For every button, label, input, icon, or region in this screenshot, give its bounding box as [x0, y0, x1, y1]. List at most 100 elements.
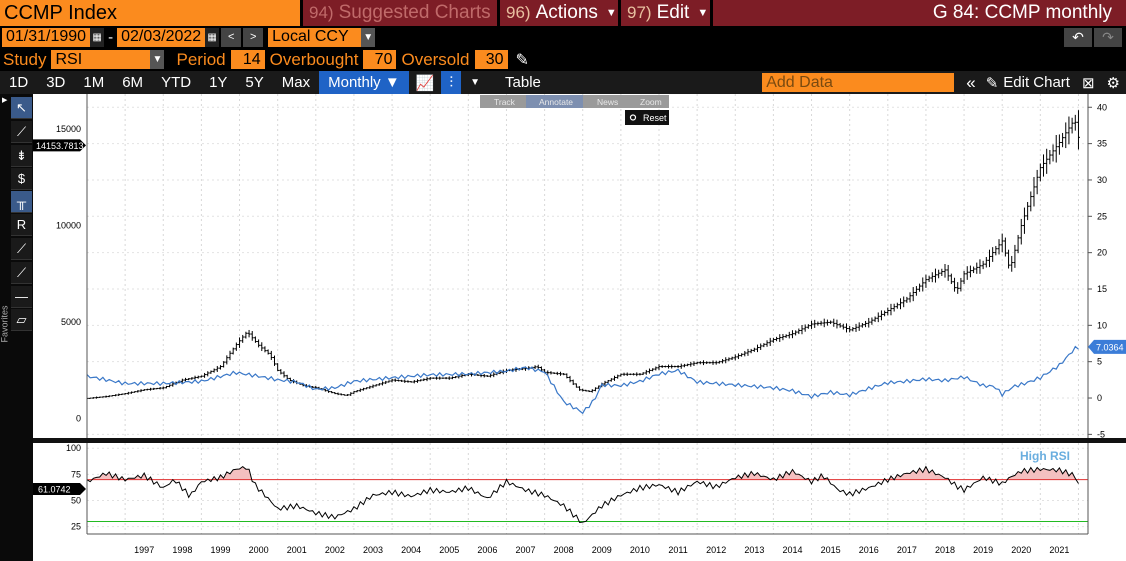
calendar-icon[interactable]: ▦: [90, 27, 105, 47]
pencil-icon: ✎: [985, 74, 999, 92]
right-axis-tick-label: 10: [1097, 320, 1107, 330]
left-axis-tick-label: 15000: [56, 124, 81, 134]
secondary-series-path: [86, 345, 1079, 415]
segment-icon[interactable]: ⟋: [11, 262, 32, 284]
oversold-input[interactable]: 30: [474, 50, 508, 69]
undo-icon[interactable]: ↶: [1064, 27, 1092, 47]
edit-chart-label: Edit Chart: [1003, 74, 1070, 91]
right-value-badge: 7.0364: [1096, 342, 1124, 352]
edit-label: Edit: [656, 2, 690, 23]
actions-menu-button[interactable]: 96) Actions ▼: [500, 0, 618, 26]
end-date-input[interactable]: 02/03/2022: [117, 27, 206, 47]
start-date-input[interactable]: 01/31/1990: [2, 27, 91, 47]
percent-tool-icon[interactable]: ⇟: [11, 145, 32, 167]
range-6m[interactable]: 6M: [122, 74, 144, 91]
range-max[interactable]: Max: [281, 74, 311, 91]
actions-num: 96): [506, 3, 531, 22]
range-1y[interactable]: 1Y: [209, 74, 228, 91]
x-axis-tick-label: 2006: [477, 545, 497, 555]
study-bar: Study RSI ▼ Period 14 Overbought 70 Over…: [0, 48, 1126, 71]
horizontal-line-icon[interactable]: —: [11, 286, 32, 308]
x-axis-tick-label: 2015: [821, 545, 841, 555]
range-5y[interactable]: 5Y: [245, 74, 264, 91]
edit-menu-button[interactable]: 97) Edit ▼: [621, 0, 710, 26]
range-1d[interactable]: 1D: [9, 74, 29, 91]
oversold-label: Oversold: [401, 49, 470, 69]
rsi-value-badge: 61.0742: [38, 484, 71, 494]
trendline-icon[interactable]: ⟋: [11, 238, 32, 260]
frequency-select[interactable]: Monthly ▼: [319, 71, 409, 94]
rsi-right-background: [1088, 443, 1126, 534]
left-axis-tick-label: 10000: [56, 221, 81, 231]
edit-num: 97): [627, 3, 652, 22]
panel-divider: [33, 438, 1126, 443]
calendar-icon[interactable]: ▦: [205, 27, 220, 47]
study-select[interactable]: RSI: [51, 50, 151, 69]
x-axis-tick-label: 2018: [935, 545, 955, 555]
period-input[interactable]: 14: [230, 50, 265, 69]
chevron-down-icon[interactable]: ▼: [150, 50, 165, 69]
currency-select[interactable]: Local CCY: [268, 27, 362, 47]
x-axis-tick-label: 1999: [210, 545, 230, 555]
draw-line-icon[interactable]: ⟋: [11, 121, 32, 143]
right-axis-tick-label: 35: [1097, 139, 1107, 149]
x-axis-tick-label: 2003: [363, 545, 383, 555]
channel-icon[interactable]: ▱: [11, 309, 32, 331]
right-axis-tick-label: 20: [1097, 248, 1107, 258]
range-3d[interactable]: 3D: [46, 74, 66, 91]
grid-lines: [87, 94, 1088, 561]
right-axis-tick-label: 15: [1097, 284, 1107, 294]
pencil-icon[interactable]: ✎: [515, 51, 529, 69]
edit-chart-button[interactable]: ✎ Edit Chart: [980, 71, 1076, 94]
page-title: G 84: CCMP monthly: [713, 0, 1126, 26]
chevron-down-icon[interactable]: ▼: [470, 77, 481, 88]
tool-news: News: [597, 97, 618, 107]
prev-period-button[interactable]: <: [221, 27, 242, 47]
retracement-icon[interactable]: R: [11, 214, 32, 236]
axes: 050001000015000-505101520253035402550751…: [33, 94, 1126, 561]
next-period-button[interactable]: >: [243, 27, 264, 47]
rsi-legend-label: High RSI: [1020, 449, 1070, 463]
overbought-label: Overbought: [269, 49, 359, 69]
tool-annotate: Annotate: [539, 97, 573, 107]
drawing-tools-sidebar: ▶ ↖ ⟋ ⇟ $ ╥ R ⟋ ⟋ — ▱ Favorites: [0, 94, 33, 561]
redo-icon[interactable]: ↷: [1094, 27, 1122, 47]
fib-tool-icon[interactable]: ╥: [11, 191, 32, 213]
x-axis-tick-label: 2009: [592, 545, 612, 555]
chart-mini-toolbar: Track Annotate News Zoom Reset: [480, 95, 669, 125]
x-axis-tick-label: 2005: [439, 545, 459, 555]
table-button[interactable]: Table: [505, 74, 541, 91]
pointer-icon[interactable]: ↖: [11, 97, 32, 119]
ticker-input[interactable]: CCMP Index: [0, 0, 300, 26]
chart-area[interactable]: High RSI 0 5000 10000 15000 -5 0 5 10 15 20 25 30 35…: [0, 94, 1126, 561]
line-chart-icon[interactable]: 📈: [415, 74, 435, 92]
bar-chart-icon[interactable]: ⫶: [441, 71, 462, 94]
chevron-down-icon[interactable]: ▼: [361, 27, 376, 47]
rsi-value-badge-shape: [33, 482, 86, 495]
collapse-icon[interactable]: «: [966, 72, 976, 92]
suggested-charts-button[interactable]: 94) Suggested Charts: [303, 0, 497, 26]
expand-arrow-icon[interactable]: ▶: [2, 97, 8, 104]
add-data-input[interactable]: Add Data: [762, 73, 955, 92]
x-axis-tick-label: 2013: [744, 545, 764, 555]
gear-icon[interactable]: ⚙: [1106, 74, 1120, 92]
rsi-axis-tick-label: 100: [66, 443, 81, 453]
x-axis-tick-label: 2016: [859, 545, 879, 555]
reset-button-background: [625, 110, 669, 125]
left-axis-background: [33, 94, 87, 438]
rsi-axis-tick-label: 75: [71, 469, 81, 479]
left-axis-tick-label: 5000: [61, 317, 81, 327]
dollar-tool-icon[interactable]: $: [11, 168, 32, 190]
chart-settings-icon[interactable]: ⊠: [1081, 74, 1095, 92]
right-axis-tick-label: 0: [1097, 393, 1102, 403]
overbought-input[interactable]: 70: [363, 50, 397, 69]
right-value-badge-shape: [1088, 339, 1126, 354]
x-axis-tick-label: 2014: [782, 545, 802, 555]
tool-zoom: Zoom: [640, 97, 662, 107]
rsi-line: High RSI: [86, 449, 1079, 524]
chevron-down-icon: ▼: [605, 7, 617, 19]
range-1m[interactable]: 1M: [83, 74, 105, 91]
date-range-bar: 01/31/1990 ▦ - 02/03/2022 ▦ < > Local CC…: [0, 26, 1126, 48]
range-ytd[interactable]: YTD: [161, 74, 192, 91]
tool-track: Track: [494, 97, 516, 107]
